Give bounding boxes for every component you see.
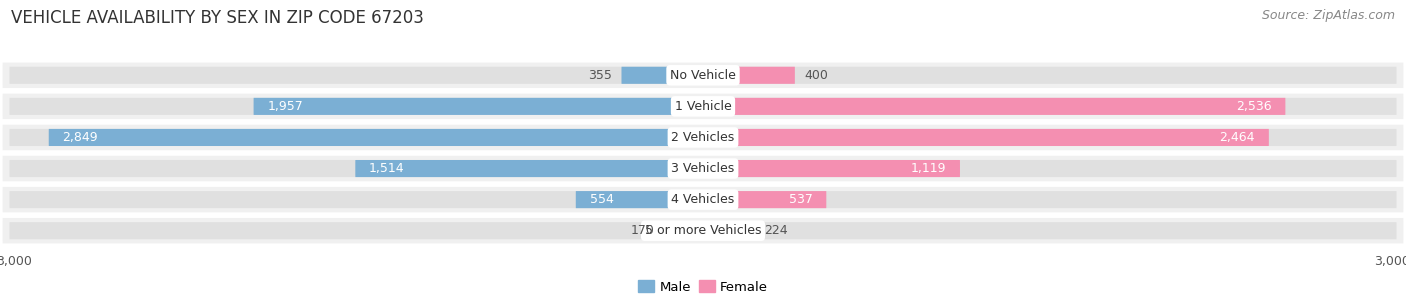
Text: 2,536: 2,536 [1236,100,1271,113]
FancyBboxPatch shape [703,222,755,239]
FancyBboxPatch shape [356,160,703,177]
Text: 224: 224 [763,224,787,237]
FancyBboxPatch shape [3,187,1403,212]
FancyBboxPatch shape [253,98,703,115]
Text: 2 Vehicles: 2 Vehicles [672,131,734,144]
FancyBboxPatch shape [10,191,1396,208]
Text: 1,957: 1,957 [267,100,304,113]
FancyBboxPatch shape [703,67,794,84]
FancyBboxPatch shape [10,222,1396,239]
FancyBboxPatch shape [703,129,1268,146]
FancyBboxPatch shape [664,222,703,239]
Text: No Vehicle: No Vehicle [671,69,735,82]
FancyBboxPatch shape [3,125,1403,150]
FancyBboxPatch shape [3,156,1403,181]
Text: 4 Vehicles: 4 Vehicles [672,193,734,206]
Text: 355: 355 [589,69,612,82]
Text: 1,119: 1,119 [911,162,946,175]
FancyBboxPatch shape [3,62,1403,88]
Text: 537: 537 [789,193,813,206]
Text: VEHICLE AVAILABILITY BY SEX IN ZIP CODE 67203: VEHICLE AVAILABILITY BY SEX IN ZIP CODE … [11,9,425,27]
FancyBboxPatch shape [10,160,1396,177]
FancyBboxPatch shape [10,129,1396,146]
FancyBboxPatch shape [10,98,1396,115]
FancyBboxPatch shape [3,94,1403,119]
Text: Source: ZipAtlas.com: Source: ZipAtlas.com [1261,9,1395,22]
Text: 170: 170 [631,224,655,237]
Text: 2,464: 2,464 [1219,131,1256,144]
Text: 2,849: 2,849 [62,131,98,144]
Legend: Male, Female: Male, Female [633,275,773,299]
Text: 1 Vehicle: 1 Vehicle [675,100,731,113]
Text: 554: 554 [589,193,613,206]
FancyBboxPatch shape [49,129,703,146]
FancyBboxPatch shape [3,218,1403,244]
Text: 5 or more Vehicles: 5 or more Vehicles [645,224,761,237]
FancyBboxPatch shape [703,191,827,208]
Text: 3 Vehicles: 3 Vehicles [672,162,734,175]
Text: 400: 400 [804,69,828,82]
FancyBboxPatch shape [703,160,960,177]
FancyBboxPatch shape [576,191,703,208]
Text: 1,514: 1,514 [370,162,405,175]
FancyBboxPatch shape [703,98,1285,115]
FancyBboxPatch shape [621,67,703,84]
FancyBboxPatch shape [10,67,1396,84]
